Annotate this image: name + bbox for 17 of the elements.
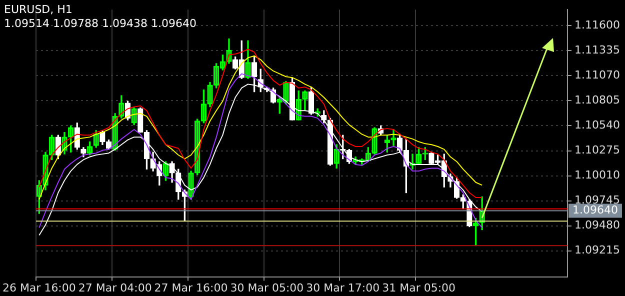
x-tick-label: 30 Mar 05:00	[230, 281, 304, 294]
y-tick-label: 1.09215	[574, 244, 620, 257]
x-tick-label: 26 Mar 16:00	[2, 281, 76, 294]
y-tick-label: 1.10805	[574, 94, 620, 107]
x-tick-label: 31 Mar 05:00	[382, 281, 456, 294]
text: 1.09514 1.09788 1.09438 1.09640	[4, 17, 196, 31]
y-tick-label: 1.10010	[574, 168, 620, 182]
y-tick-label: 1.11070	[574, 68, 620, 82]
chart-title: EURUSD, H1	[4, 3, 74, 17]
y-tick-label: 1.10275	[574, 144, 620, 157]
y-tick-label: 1.11600	[574, 18, 620, 32]
x-tick-label: 27 Mar 16:00	[154, 281, 228, 294]
x-tick-label: 30 Mar 17:00	[306, 281, 380, 294]
y-tick-label: 1.09480	[574, 218, 620, 232]
y-tick-label: 1.10540	[574, 118, 620, 132]
y-tick-label: 1.11335	[574, 44, 620, 57]
x-tick-label: 27 Mar 04:00	[78, 281, 152, 294]
